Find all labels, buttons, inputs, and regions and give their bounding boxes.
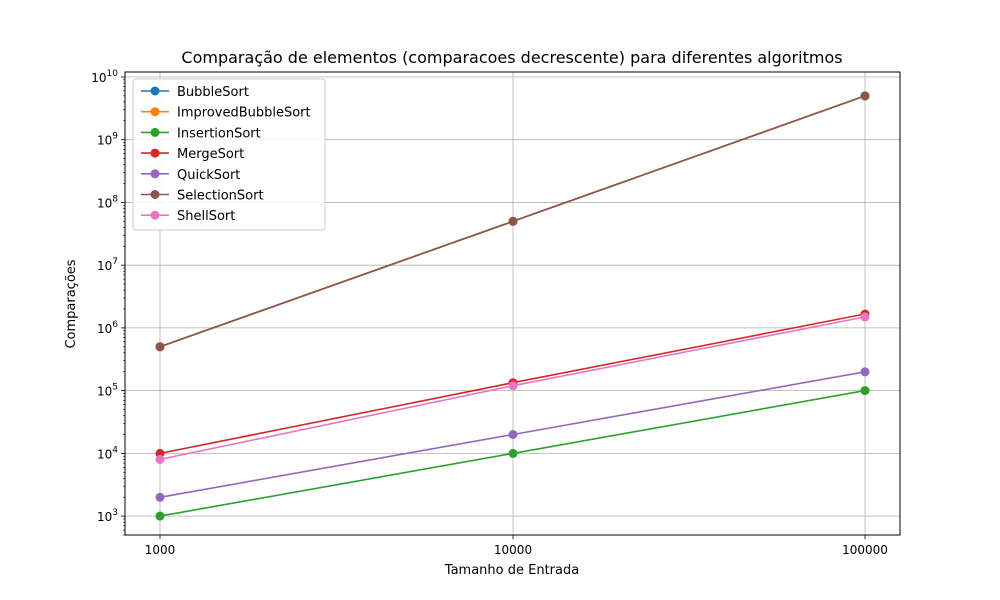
y-tick-label: 108 [97,194,118,210]
y-tick-label: 109 [97,132,118,148]
x-tick-label: 1000 [145,543,176,557]
data-point-shellsort [508,381,518,391]
data-point-shellsort [155,454,165,464]
legend-label-selectionsort: SelectionSort [177,189,264,204]
plot-frame [124,71,901,536]
legend-marker-insertionsort [150,127,160,137]
data-point-insertionsort [155,511,165,521]
x-tick-label: 100000 [842,543,888,557]
chart-title: Comparação de elementos (comparacoes dec… [181,48,842,67]
data-point-insertionsort [508,448,518,458]
legend-label-insertionsort: InsertionSort [177,126,261,141]
legend-box [132,78,326,231]
legend-marker-quicksort [150,169,160,179]
data-point-quicksort [155,492,165,502]
y-tick-label: 103 [97,508,118,524]
y-tick-label: 105 [97,383,118,399]
y-tick-label: 1010 [91,69,118,85]
legend-marker-mergesort [150,148,160,158]
legend-label-quicksort: QuickSort [177,168,240,183]
series-group [155,91,870,521]
data-point-insertionsort [860,386,870,396]
y-tick-label: 106 [97,320,118,336]
x-tick-label: 10000 [494,543,532,557]
y-tick-label: 107 [97,257,118,273]
data-point-selectionsort [860,91,870,101]
legend-marker-bubblesort [150,86,160,96]
legend-marker-shellsort [150,210,160,220]
data-point-quicksort [860,367,870,377]
legend-marker-improvedbubblesort [150,107,160,117]
data-point-selectionsort [155,342,165,352]
x-axis-ticks: 1000 10000 100000 [145,535,888,557]
legend-label-shellsort: ShellSort [177,209,235,224]
data-point-quicksort [508,430,518,439]
legend-label-bubblesort: BubbleSort [177,85,249,100]
data-point-shellsort [860,312,870,322]
legend: BubbleSort ImprovedBubbleSort InsertionSor… [132,78,326,231]
legend-label-improvedbubblesort: ImprovedBubbleSort [177,106,311,121]
y-axis-label: Comparações [64,259,79,348]
legend-label-mergesort: MergeSort [177,147,244,162]
legend-marker-selectionsort [150,190,160,199]
y-axis-ticks: 103 104 105 106 107 108 109 1010 [91,69,125,536]
y-tick-label: 104 [97,445,118,461]
data-point-selectionsort [508,216,518,226]
x-axis-label: Tamanho de Entrada [444,563,579,578]
